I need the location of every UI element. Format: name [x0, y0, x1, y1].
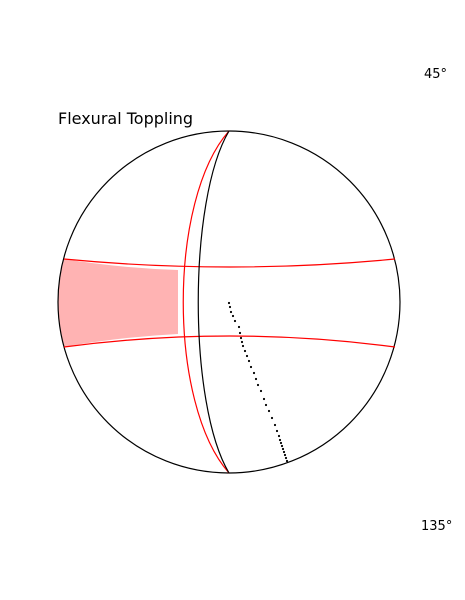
pole-point	[245, 354, 249, 358]
pole-point	[256, 383, 260, 387]
pole-point	[249, 365, 253, 369]
pole-point	[282, 450, 286, 454]
lower-limit-curve	[63, 335, 396, 348]
pole-point	[229, 310, 233, 314]
upper-limit-curve	[63, 258, 396, 268]
pole-point	[285, 459, 289, 463]
pole-point	[281, 447, 285, 451]
pole-point	[273, 423, 277, 427]
pole-point	[240, 340, 244, 344]
pole-point	[270, 416, 274, 420]
pole-point	[237, 325, 241, 329]
pole-point	[228, 305, 232, 309]
pole-point	[279, 441, 283, 445]
pole-point	[247, 359, 251, 363]
pole-point	[254, 377, 258, 381]
pole-point	[278, 438, 282, 442]
pole-point	[284, 456, 288, 460]
pole-point	[241, 344, 245, 348]
toppling-zone-fill	[58, 259, 178, 347]
pole-point	[239, 336, 243, 340]
pole-point	[243, 349, 247, 353]
pole-point	[280, 444, 284, 448]
pole-point	[238, 331, 242, 335]
pole-point	[233, 319, 237, 323]
pole-point	[262, 397, 266, 401]
pole-point	[227, 301, 231, 305]
red-great-circle	[182, 130, 230, 474]
corner-label-45: 45°	[424, 67, 447, 82]
pole-point	[277, 434, 281, 438]
pole-point	[259, 389, 263, 393]
pole-point	[267, 409, 271, 413]
plot-title: Flexural Toppling	[58, 109, 193, 128]
pole-point	[252, 371, 256, 375]
pole-point	[283, 453, 287, 457]
pole-points	[227, 301, 289, 463]
corner-label-135: 135°	[421, 519, 452, 534]
slope-face-great-circle	[197, 130, 230, 474]
pole-point	[264, 403, 268, 407]
pole-point	[231, 314, 235, 318]
pole-point	[275, 429, 279, 433]
